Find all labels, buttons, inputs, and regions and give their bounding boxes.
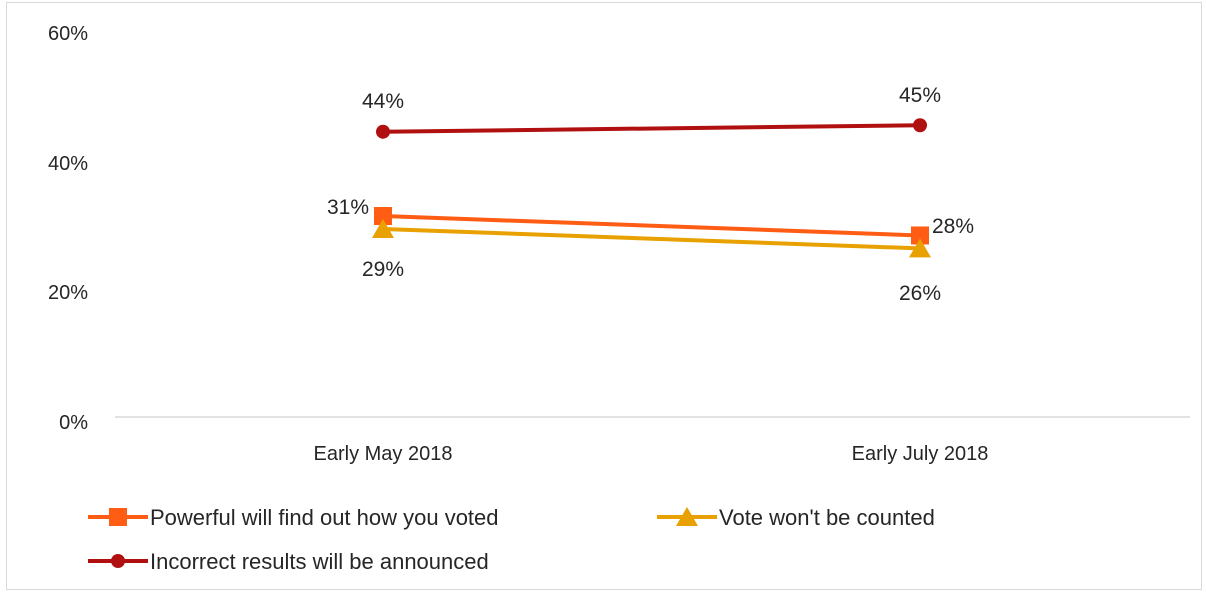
legend: Powerful will find out how you voted Vot… [88,505,935,574]
legend-label: Incorrect results will be announced [150,549,489,574]
data-label: 29% [362,258,404,281]
legend-item-vote-not-counted: Vote won't be counted [657,505,935,530]
legend-square-marker [109,508,127,526]
series-line-powerful [382,214,921,238]
data-label: 45% [899,84,941,107]
y-tick-label: 20% [48,282,88,304]
legend-label: Powerful will find out how you voted [150,505,499,530]
y-tick-label: 40% [48,153,88,175]
y-tick-label: 0% [59,412,88,434]
data-label: 44% [362,90,404,113]
data-label: 26% [899,282,941,305]
legend-label: Vote won't be counted [719,505,935,530]
chart-frame [6,2,1202,590]
legend-circle-marker [111,554,125,568]
series-line-incorrect-results [382,123,921,134]
data-label: 28% [932,215,974,238]
data-point-incorrect-july [913,118,927,133]
data-point-powerful-may [374,207,392,226]
data-point-vote-july [909,238,931,258]
legend-item-powerful: Powerful will find out how you voted [88,505,499,530]
data-point-incorrect-may [376,124,390,139]
x-tick-label: Early July 2018 [852,443,989,465]
series-line-vote-not-counted [382,226,921,251]
y-tick-label: 60% [48,23,88,45]
data-label: 31% [327,196,369,219]
legend-item-incorrect-results: Incorrect results will be announced [88,549,489,574]
data-point-vote-may [372,218,394,238]
x-tick-label: Early May 2018 [314,443,453,465]
data-point-powerful-july [911,226,929,245]
legend-triangle-marker [676,507,698,526]
